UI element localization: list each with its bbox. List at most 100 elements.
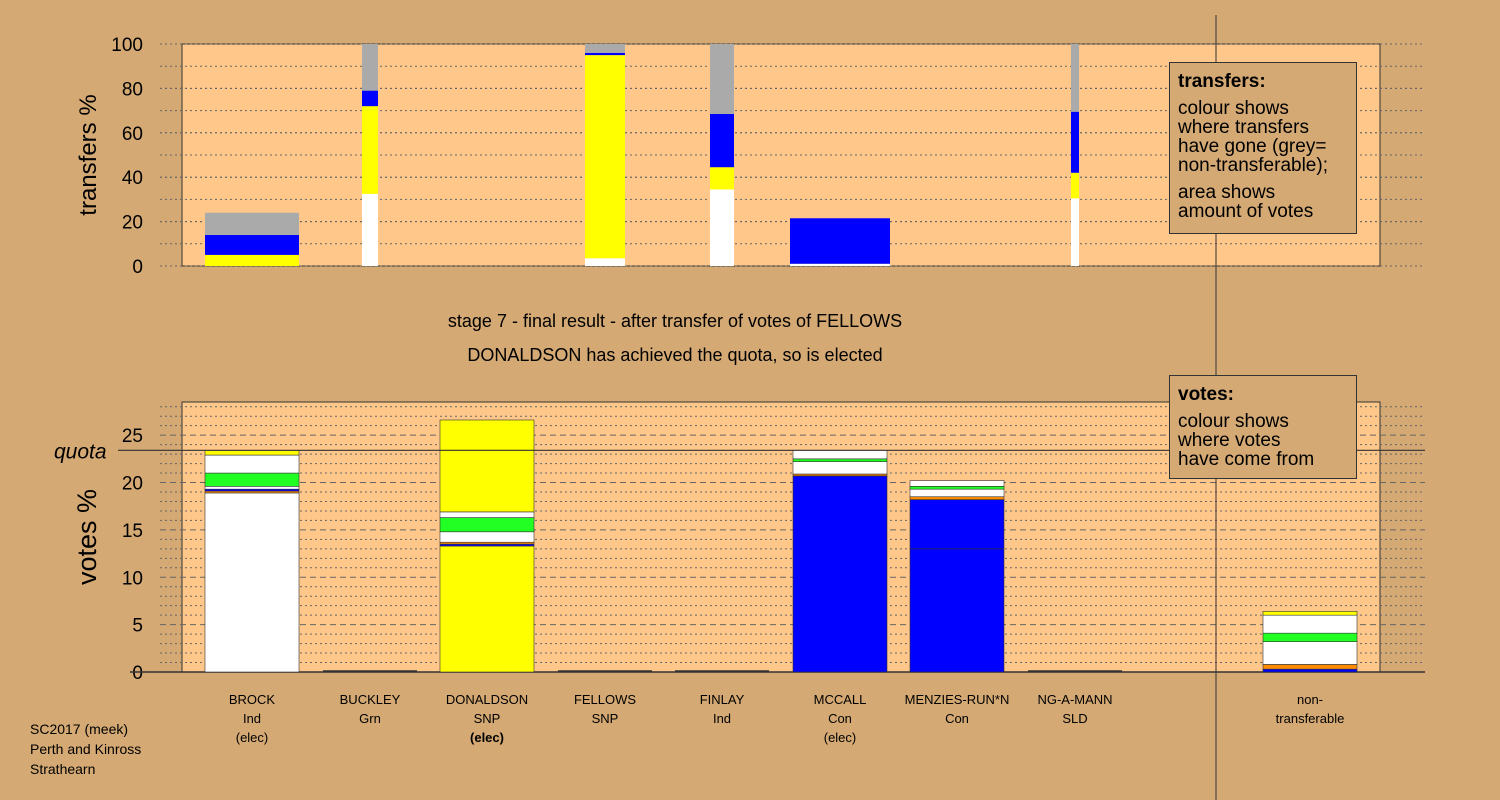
votes-bar-segment [1262, 614, 1358, 634]
transfers-bar-segment [710, 167, 734, 190]
votes-bar-segment [1262, 668, 1358, 673]
footer-line-1: SC2017 (meek) [30, 721, 128, 737]
transfers-bar [1071, 44, 1079, 266]
votes-bar [909, 480, 1005, 673]
transfers-tick-label: 60 [122, 124, 143, 145]
votes-bar [792, 450, 888, 673]
transfers-legend-line: where transfers [1178, 117, 1309, 138]
votes-bar-segment [439, 511, 535, 518]
votes-bar-segment [204, 454, 300, 474]
votes-bar-segment [909, 480, 1005, 487]
transfers-bar-segment [1071, 111, 1079, 173]
transfers-legend-line: amount of votes [1178, 201, 1314, 222]
candidate-status: (elec) [236, 730, 269, 745]
candidate-label: BUCKLEY Grn [340, 692, 401, 726]
candidate-party: SNP [474, 711, 501, 726]
votes-bar-segment [909, 488, 1005, 498]
transfers-legend-line: colour shows [1178, 98, 1289, 119]
transfers-legend: transfers: colour shows where transfers … [1169, 62, 1357, 234]
candidate-party: Con [828, 711, 852, 726]
candidate-status: (elec) [824, 730, 857, 745]
votes-legend-title: votes: [1178, 384, 1234, 405]
transfers-bar-segment [205, 212, 299, 235]
candidate-name: non- [1297, 692, 1323, 707]
transfers-bar-segment [1071, 172, 1079, 199]
votes-tick-label: 10 [122, 568, 143, 589]
votes-tick-label: 15 [122, 521, 143, 542]
votes-bar-segment [1262, 641, 1358, 665]
transfers-bar-segment [710, 189, 734, 266]
votes-bar-segment [1262, 611, 1358, 616]
candidate-label: NG-A-MANN SLD [1037, 692, 1112, 726]
candidate-label: DONALDSON SNP (elec) [446, 692, 528, 745]
votes-bar-segment [909, 548, 1005, 673]
candidate-status: (elec) [470, 730, 504, 745]
votes-bar-segment [792, 458, 888, 462]
transfers-bar-segment [362, 90, 378, 107]
transfers-bar-segment [585, 44, 625, 53]
candidate-label: MCCALL Con (elec) [814, 692, 867, 745]
transfers-bar-segment [205, 234, 299, 255]
transfers-bar-segment [362, 193, 378, 266]
transfers-bar-segment [585, 55, 625, 259]
candidate-name: NG-A-MANN [1037, 692, 1112, 707]
votes-legend-line: colour shows [1178, 411, 1289, 432]
transfers-bar-segment [790, 263, 890, 266]
transfers-legend-line: have gone (grey= [1178, 136, 1327, 157]
transfers-tick-label: 80 [122, 79, 143, 100]
candidate-party: Ind [243, 711, 261, 726]
transfers-bar [710, 44, 734, 266]
votes-bar [439, 419, 535, 673]
transfers-bar-segment [585, 258, 625, 266]
candidate-labels: BROCK Ind (elec) BUCKLEY Grn DONALDSON SNP (ele… [229, 692, 1344, 745]
transfers-bar [790, 218, 890, 266]
candidate-name: FINLAY [700, 692, 745, 707]
transfers-bar [585, 44, 625, 266]
votes-bar-segment [439, 419, 535, 513]
quota-label: quota [54, 440, 107, 463]
candidate-name: MCCALL [814, 692, 867, 707]
votes-tick-label: 25 [122, 426, 143, 447]
votes-tick-label: 5 [132, 616, 143, 637]
votes-legend-line: where votes [1178, 430, 1281, 451]
candidate-label: FINLAY Ind [700, 692, 745, 726]
transfers-legend-line: non-transferable); [1178, 155, 1328, 176]
votes-tick-label: 0 [132, 663, 143, 684]
votes-legend-line: have come from [1178, 449, 1315, 470]
stage-subtitle: DONALDSON has achieved the quota, so is … [467, 345, 882, 365]
transfers-tick-label: 100 [111, 35, 143, 56]
votes-bar-segment [792, 461, 888, 475]
candidate-party: Grn [359, 711, 381, 726]
votes-bar [1262, 611, 1358, 673]
transfers-bar-segment [1071, 198, 1079, 266]
transfers-bar-segment [1071, 44, 1079, 112]
votes-bar-segment [909, 499, 1005, 550]
transfers-tick-label: 40 [122, 168, 143, 189]
candidate-label: non-transferable [1276, 692, 1345, 726]
votes-bar-segment [1262, 664, 1358, 670]
candidate-label: MENZIES-RUN*N Con [905, 692, 1010, 726]
votes-bar-segment [792, 475, 888, 673]
votes-bar-segment [909, 486, 1005, 490]
footer-line-2: Perth and Kinross [30, 741, 141, 757]
transfers-bar-segment [790, 218, 890, 264]
votes-tick-label: 20 [122, 474, 143, 495]
transfers-bar-segment [362, 44, 378, 91]
candidate-name: FELLOWS [574, 692, 636, 707]
candidate-name: MENZIES-RUN*N [905, 692, 1010, 707]
transfers-tick-label: 20 [122, 213, 143, 234]
transfers-axis-label: transfers % [75, 94, 102, 215]
votes-bar [204, 450, 300, 673]
votes-bar-segment [792, 450, 888, 460]
candidate-name: BROCK [229, 692, 276, 707]
transfers-bar-segment [585, 52, 625, 56]
transfers-legend-title: transfers: [1178, 71, 1266, 92]
votes-axis-label: votes % [72, 489, 102, 585]
transfers-bar-segment [710, 113, 734, 168]
votes-bar-segment [204, 450, 300, 456]
candidate-name: DONALDSON [446, 692, 528, 707]
transfers-bar [362, 44, 378, 266]
candidate-party: SLD [1062, 711, 1087, 726]
votes-legend: votes: colour shows where votes have com… [1169, 375, 1357, 479]
candidate-label: FELLOWS SNP [574, 692, 636, 726]
